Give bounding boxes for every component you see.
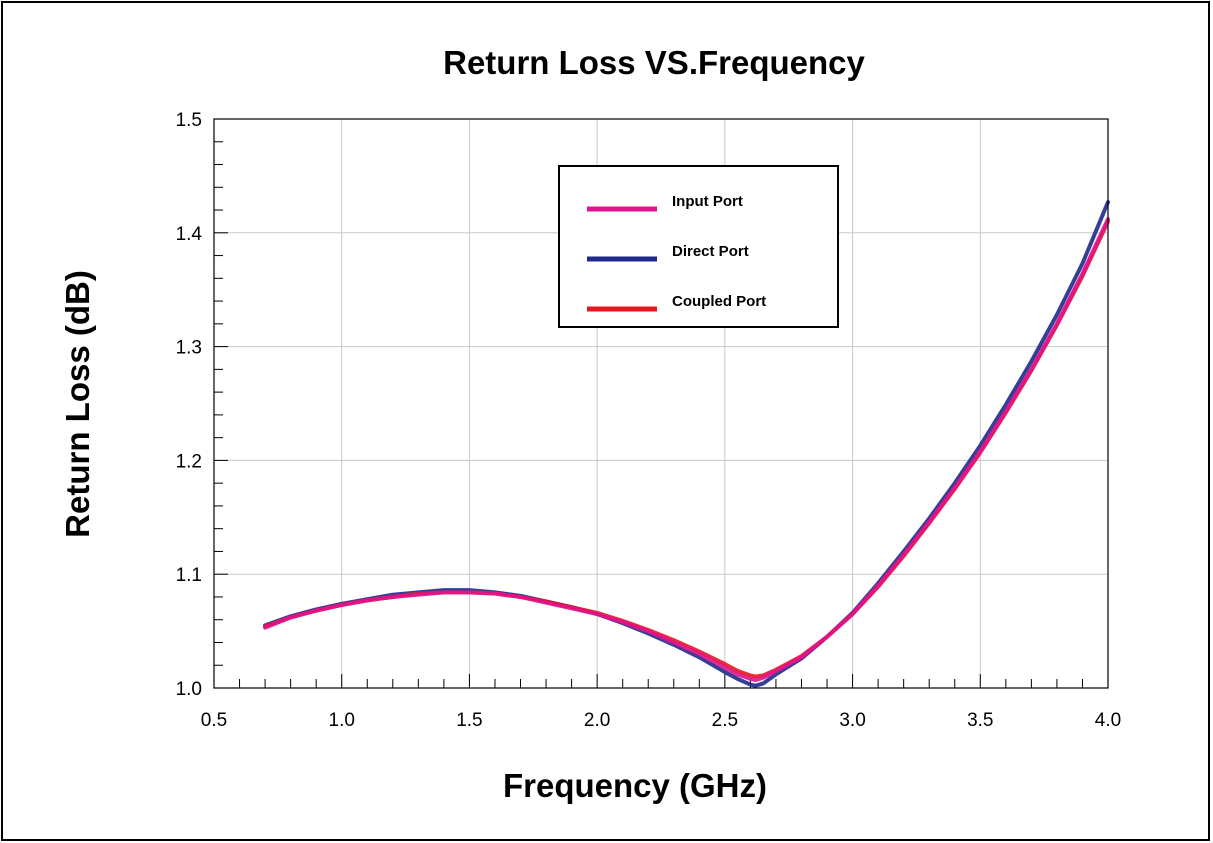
legend-label: Input Port [672, 193, 743, 210]
y-axis-label: Return Loss (dB) [59, 270, 96, 538]
tick-labels: 0.5 1.0 1.5 2.0 2.5 3.0 3.5 4.0 1.0 1.1 1.2 1.3 1.4 1… [176, 110, 1122, 731]
x-tick-label: 2.5 [712, 710, 738, 731]
legend-label: Direct Port [672, 243, 749, 260]
y-tick-label: 1.2 [176, 451, 202, 472]
x-tick-label: 4.0 [1095, 710, 1121, 731]
x-tick-label: 3.0 [839, 710, 865, 731]
return-loss-chart: Return Loss VS.Frequency Return Loss (dB… [59, 44, 1122, 804]
y-tick-label: 1.3 [176, 338, 202, 359]
series-line-input-port [263, 217, 1110, 683]
y-tick-label: 1.0 [176, 679, 202, 700]
y-tick-label: 1.5 [176, 110, 202, 131]
x-tick-label: 2.0 [584, 710, 610, 731]
series-lines [263, 200, 1110, 688]
x-tick-label: 1.0 [329, 710, 355, 731]
legend-box [558, 165, 839, 328]
plot-area-border [213, 118, 1109, 689]
x-axis-label: Frequency (GHz) [503, 767, 767, 804]
y-tick-label: 1.1 [176, 565, 202, 586]
y-tick-label: 1.4 [176, 224, 203, 245]
chart-title: Return Loss VS.Frequency [443, 44, 865, 81]
x-tick-label: 1.5 [456, 710, 482, 731]
legend-label: Coupled Port [672, 293, 766, 310]
x-tick-label: 0.5 [201, 710, 227, 731]
x-tick-label: 3.5 [967, 710, 993, 731]
legend: Input Port Direct Port Coupled Port [558, 165, 839, 328]
